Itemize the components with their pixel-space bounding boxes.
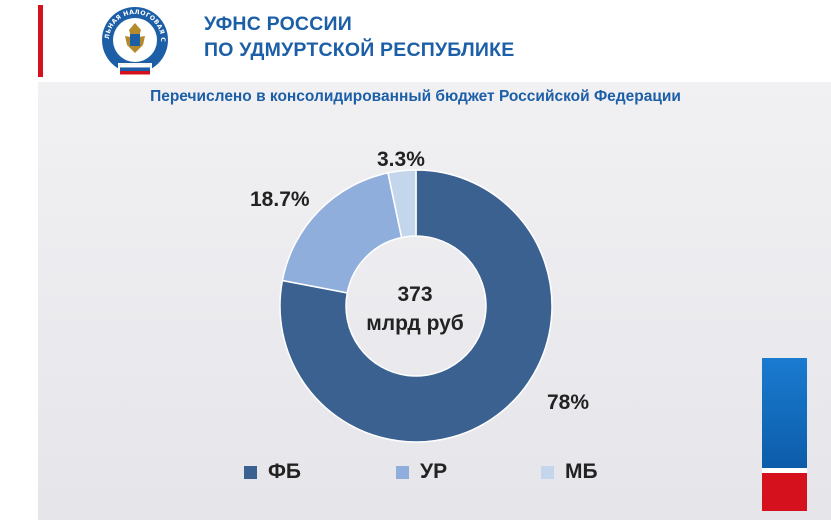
legend-item-fb: ФБ	[244, 455, 301, 489]
donut-center-label: 373 млрд руб	[345, 280, 485, 338]
content-background	[38, 82, 831, 520]
center-total-value: 373	[397, 283, 433, 306]
legend-label-ur: УР	[420, 460, 448, 483]
fns-emblem-icon: ФЕДЕРАЛЬНАЯ НАЛОГОВАЯ СЛУЖБА	[100, 3, 168, 75]
organization-name: УФНС РОССИИ ПО УДМУРТСКОЙ РЕСПУБЛИКЕ	[204, 11, 514, 63]
donut-slice-ur	[281, 172, 403, 294]
org-name-line1: УФНС РОССИИ	[204, 13, 352, 35]
legend-swatch-fb	[244, 465, 257, 479]
data-label-fb: 78%	[547, 391, 590, 414]
red-accent-bar	[38, 5, 43, 77]
data-label-ur: 18.7%	[250, 188, 310, 211]
legend-label-mb: МБ	[565, 460, 598, 483]
decorative-red-bar	[762, 473, 807, 511]
donut-slice-mb	[387, 169, 417, 239]
org-name-line2: ПО УДМУРТСКОЙ РЕСПУБЛИКЕ	[204, 39, 515, 61]
legend-item-mb: МБ	[541, 455, 598, 489]
center-total-unit: млрд руб	[366, 312, 464, 335]
legend-label-fb: ФБ	[268, 460, 302, 483]
decorative-blue-bar	[762, 358, 807, 473]
legend-swatch-mb	[541, 465, 554, 479]
decorative-white-stripe	[762, 468, 807, 474]
legend-item-ur: УР	[396, 455, 447, 489]
data-label-mb: 3.3%	[377, 148, 425, 171]
chart-legend: ФБ УР МБ	[0, 455, 831, 489]
legend-swatch-ur	[396, 465, 409, 479]
donut-slice-fb	[279, 169, 553, 443]
chart-title: Перечислено в консолидированный бюджет Р…	[150, 88, 681, 105]
